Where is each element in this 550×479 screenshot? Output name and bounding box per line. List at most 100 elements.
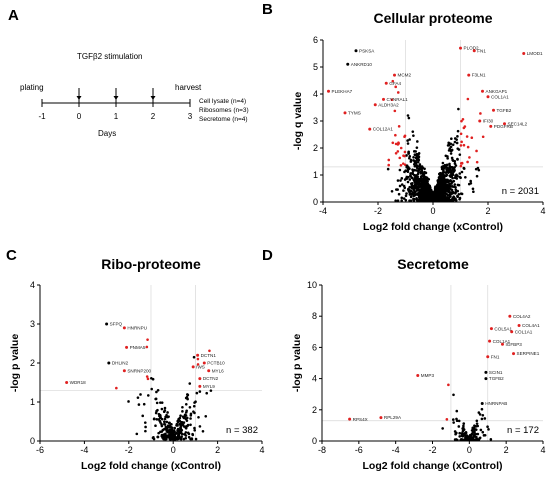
x-tick-label: 0 xyxy=(171,445,176,455)
data-point xyxy=(423,196,427,200)
labeled-data-point xyxy=(373,103,377,107)
data-point xyxy=(462,438,465,442)
gene-label: COL4A1 xyxy=(522,323,540,328)
gene-label: ANKRD10 xyxy=(351,62,373,67)
chart-title: Secretome xyxy=(397,256,469,272)
labeled-data-point xyxy=(512,352,516,356)
data-point xyxy=(184,396,188,400)
data-point xyxy=(460,432,464,435)
data-point xyxy=(426,188,430,192)
data-point xyxy=(409,160,413,163)
data-point xyxy=(443,194,446,197)
data-point xyxy=(455,409,459,413)
data-point xyxy=(473,430,476,434)
arrow-head-icon xyxy=(150,96,156,100)
data-point xyxy=(456,135,459,138)
plating-label: plating xyxy=(20,83,44,92)
data-point xyxy=(417,168,421,172)
data-point xyxy=(398,168,402,172)
x-tick-label: 4 xyxy=(259,445,264,455)
y-tick-label: 0 xyxy=(312,436,317,446)
x-tick-label: -4 xyxy=(392,445,400,455)
data-point xyxy=(444,178,448,182)
data-point xyxy=(452,393,455,397)
data-point xyxy=(411,191,414,195)
data-point xyxy=(413,153,417,157)
data-point xyxy=(194,400,197,403)
data-point xyxy=(179,414,182,417)
chart-title: Cellular proteome xyxy=(373,10,492,26)
data-point xyxy=(170,423,173,426)
data-point xyxy=(448,162,451,166)
data-point xyxy=(156,435,159,439)
data-point xyxy=(477,411,481,414)
data-point xyxy=(179,426,183,430)
data-point xyxy=(166,411,169,414)
labeled-data-point xyxy=(480,402,484,406)
data-point xyxy=(459,438,462,442)
data-point xyxy=(442,171,446,174)
data-point xyxy=(414,164,418,167)
data-point xyxy=(466,145,470,149)
data-point xyxy=(166,415,169,419)
gene-label: SCIN1 xyxy=(489,370,503,375)
labeled-data-point xyxy=(346,62,350,66)
data-point xyxy=(447,149,451,152)
data-point xyxy=(408,193,412,196)
gene-label: MYL6 xyxy=(212,368,224,373)
data-point xyxy=(186,393,190,397)
data-point xyxy=(180,420,183,424)
x-axis-label: Log2 fold change (xControl) xyxy=(81,460,221,472)
gene-label: DCTN1 xyxy=(201,353,217,358)
gene-label: IWS xyxy=(196,365,205,370)
data-point xyxy=(420,174,423,178)
data-point xyxy=(453,159,457,163)
data-points xyxy=(386,79,485,202)
labeled-data-point xyxy=(508,314,512,318)
data-point xyxy=(182,425,186,428)
data-point xyxy=(450,182,453,185)
data-point xyxy=(459,164,463,168)
data-point xyxy=(460,161,464,165)
labeled-data-point xyxy=(327,89,330,93)
data-point xyxy=(439,187,443,190)
data-point xyxy=(407,187,410,191)
timeline-tick-label: 1 xyxy=(114,112,119,121)
data-point xyxy=(195,391,199,395)
data-point xyxy=(462,143,466,147)
labeled-points: COL4A2COL5A1COL4A1COL1A1COL1A1IGFBP3SERP… xyxy=(348,314,540,422)
data-point xyxy=(415,192,419,196)
labeled-data-point xyxy=(472,49,476,53)
data-point xyxy=(146,377,150,381)
data-point xyxy=(152,436,155,439)
data-point xyxy=(459,192,463,195)
gene-label: ANKGAP1 xyxy=(486,89,508,94)
data-point xyxy=(192,410,195,413)
data-point xyxy=(406,180,410,184)
data-point xyxy=(445,418,449,421)
data-point xyxy=(462,422,466,425)
data-point xyxy=(475,149,478,153)
data-point xyxy=(451,176,454,180)
data-point xyxy=(479,112,482,115)
x-tick-label: -2 xyxy=(374,206,382,216)
data-point xyxy=(192,355,196,359)
data-point xyxy=(399,146,403,150)
labeled-data-point xyxy=(122,326,126,330)
data-point xyxy=(467,182,471,186)
data-point xyxy=(459,132,463,136)
gene-label: PSKSA xyxy=(359,48,375,53)
data-point xyxy=(443,187,446,191)
data-point xyxy=(179,423,183,427)
data-point xyxy=(209,389,213,392)
timeline-ticks: -1 0 1 2 3 xyxy=(38,99,193,121)
data-point xyxy=(165,420,169,424)
data-point xyxy=(400,183,404,186)
data-point xyxy=(412,150,416,153)
data-point xyxy=(426,183,429,186)
data-point xyxy=(406,139,409,142)
gene-label: FN1 xyxy=(491,354,500,359)
data-point xyxy=(162,410,166,413)
x-tick-label: -4 xyxy=(319,206,327,216)
